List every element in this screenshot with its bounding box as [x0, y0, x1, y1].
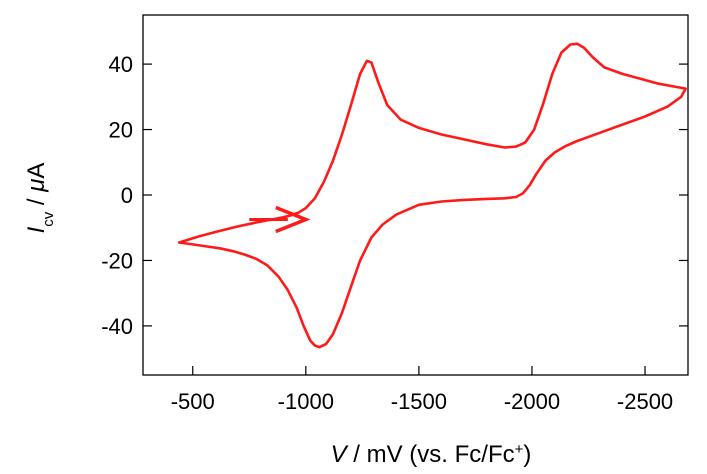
y-axis-text: /: [23, 192, 50, 212]
x-tick-label: -1500: [391, 389, 447, 414]
y-axis-subscript: cv: [40, 211, 57, 227]
y-tick-labels: -40 -20 0 20 40: [101, 52, 133, 339]
tick-marks: [143, 63, 688, 375]
direction-arrow-head: [275, 205, 311, 234]
y-tick-label: 20: [109, 118, 133, 143]
x-axis-symbol: V: [331, 441, 349, 468]
y-axis-unit-prefix: μ: [23, 179, 50, 193]
y-tick-label: 0: [121, 183, 133, 208]
x-tick-label: -2000: [504, 389, 560, 414]
y-axis-symbol: I: [23, 226, 50, 233]
y-tick-label: -20: [101, 248, 133, 273]
series-group: [177, 42, 687, 349]
x-tick-label: -1000: [278, 389, 334, 414]
y-axis-label: Icv / μA: [23, 163, 57, 234]
x-axis-close: ): [523, 441, 531, 468]
x-tick-label: -500: [171, 389, 215, 414]
x-axis-label: V / mV (vs. Fc/Fc+): [331, 441, 532, 469]
y-tick-label: 40: [109, 52, 133, 77]
cv-trace: [177, 42, 687, 349]
y-tick-label: -40: [101, 314, 133, 339]
x-tick-labels: -500 -1000 -1500 -2000 -2500: [171, 389, 673, 414]
x-axis-text: / mV (vs. Fc/Fc: [347, 441, 515, 468]
x-tick-label: -2500: [617, 389, 673, 414]
annotation-group: [249, 205, 311, 234]
y-axis-unit: A: [23, 163, 50, 179]
x-axis-superscript: +: [515, 441, 524, 458]
